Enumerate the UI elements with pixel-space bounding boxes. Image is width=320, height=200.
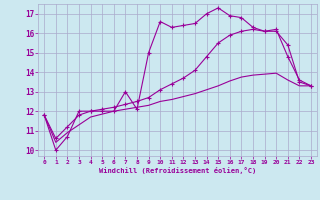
X-axis label: Windchill (Refroidissement éolien,°C): Windchill (Refroidissement éolien,°C): [99, 167, 256, 174]
